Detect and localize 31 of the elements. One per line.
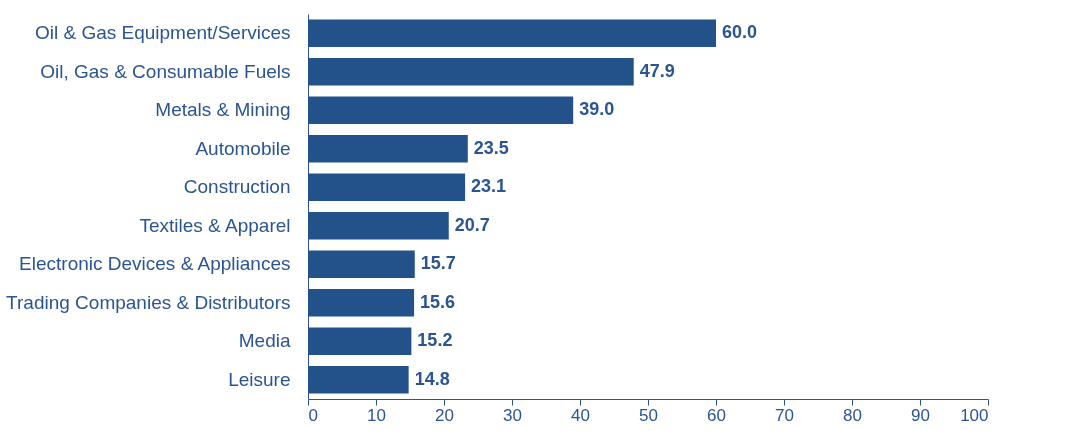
data-label: 20.7 (454, 214, 490, 235)
x-tick-label: 20 (435, 405, 454, 425)
x-tick-label: 40 (571, 405, 590, 425)
data-label: 23.1 (471, 176, 507, 197)
data-label: 39.0 (579, 99, 615, 120)
x-tick-label: 0 (308, 405, 318, 425)
data-label: 15.6 (420, 291, 456, 312)
data-label: 15.2 (417, 330, 453, 351)
y-tick-label: Trading Companies & Distributors (6, 291, 291, 313)
y-tick-label: Oil, Gas & Consumable Fuels (40, 60, 291, 82)
y-tick-label: Textiles & Apparel (139, 214, 291, 236)
data-label: 60.0 (722, 22, 758, 43)
y-tick-label: Electronic Devices & Appliances (19, 253, 291, 275)
x-tick-label: 100 (960, 405, 989, 425)
x-tick-label: 90 (911, 405, 930, 425)
data-label: 47.9 (639, 60, 675, 81)
data-label: 23.5 (473, 137, 509, 158)
x-tick-label: 80 (843, 405, 862, 425)
y-tick-label: Metals & Mining (155, 99, 291, 121)
data-label: 15.7 (420, 253, 456, 274)
y-tick-label: Oil & Gas Equipment/Services (34, 22, 291, 44)
x-tick-label: 10 (367, 405, 386, 425)
y-tick-label: Automobile (195, 137, 291, 159)
y-tick-label: Media (238, 330, 291, 352)
x-tick-label: 60 (707, 405, 726, 425)
y-tick-label: Leisure (228, 368, 291, 390)
x-tick-label: 30 (503, 405, 522, 425)
data-label: 14.8 (414, 368, 450, 389)
x-tick-label: 50 (639, 405, 658, 425)
x-tick-label: 70 (775, 405, 794, 425)
y-tick-label: Construction (183, 176, 291, 198)
